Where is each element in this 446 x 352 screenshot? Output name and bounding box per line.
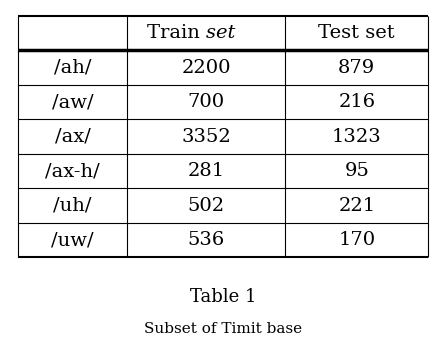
Text: /ax/: /ax/: [54, 127, 91, 146]
Text: ​set: ​set: [206, 24, 235, 42]
Text: 536: 536: [188, 231, 225, 249]
Text: /uw/: /uw/: [51, 231, 94, 249]
Text: Subset of Timit base: Subset of Timit base: [144, 322, 302, 336]
Text: 1323: 1323: [332, 127, 382, 146]
Text: 3352: 3352: [182, 127, 231, 146]
Text: Train: Train: [147, 24, 206, 42]
Text: 700: 700: [188, 93, 225, 111]
Text: 95: 95: [344, 162, 369, 180]
Text: Test set: Test set: [318, 24, 395, 42]
Text: 216: 216: [338, 93, 376, 111]
Text: 221: 221: [338, 196, 376, 215]
Text: 2200: 2200: [182, 58, 231, 77]
Text: Table 1: Table 1: [190, 288, 256, 307]
Text: 879: 879: [338, 58, 376, 77]
Text: /ah/: /ah/: [54, 58, 91, 77]
Text: /ax-h/: /ax-h/: [45, 162, 100, 180]
Text: 502: 502: [188, 196, 225, 215]
Text: /aw/: /aw/: [52, 93, 93, 111]
Text: 281: 281: [188, 162, 225, 180]
Text: 170: 170: [338, 231, 376, 249]
Text: /uh/: /uh/: [53, 196, 92, 215]
